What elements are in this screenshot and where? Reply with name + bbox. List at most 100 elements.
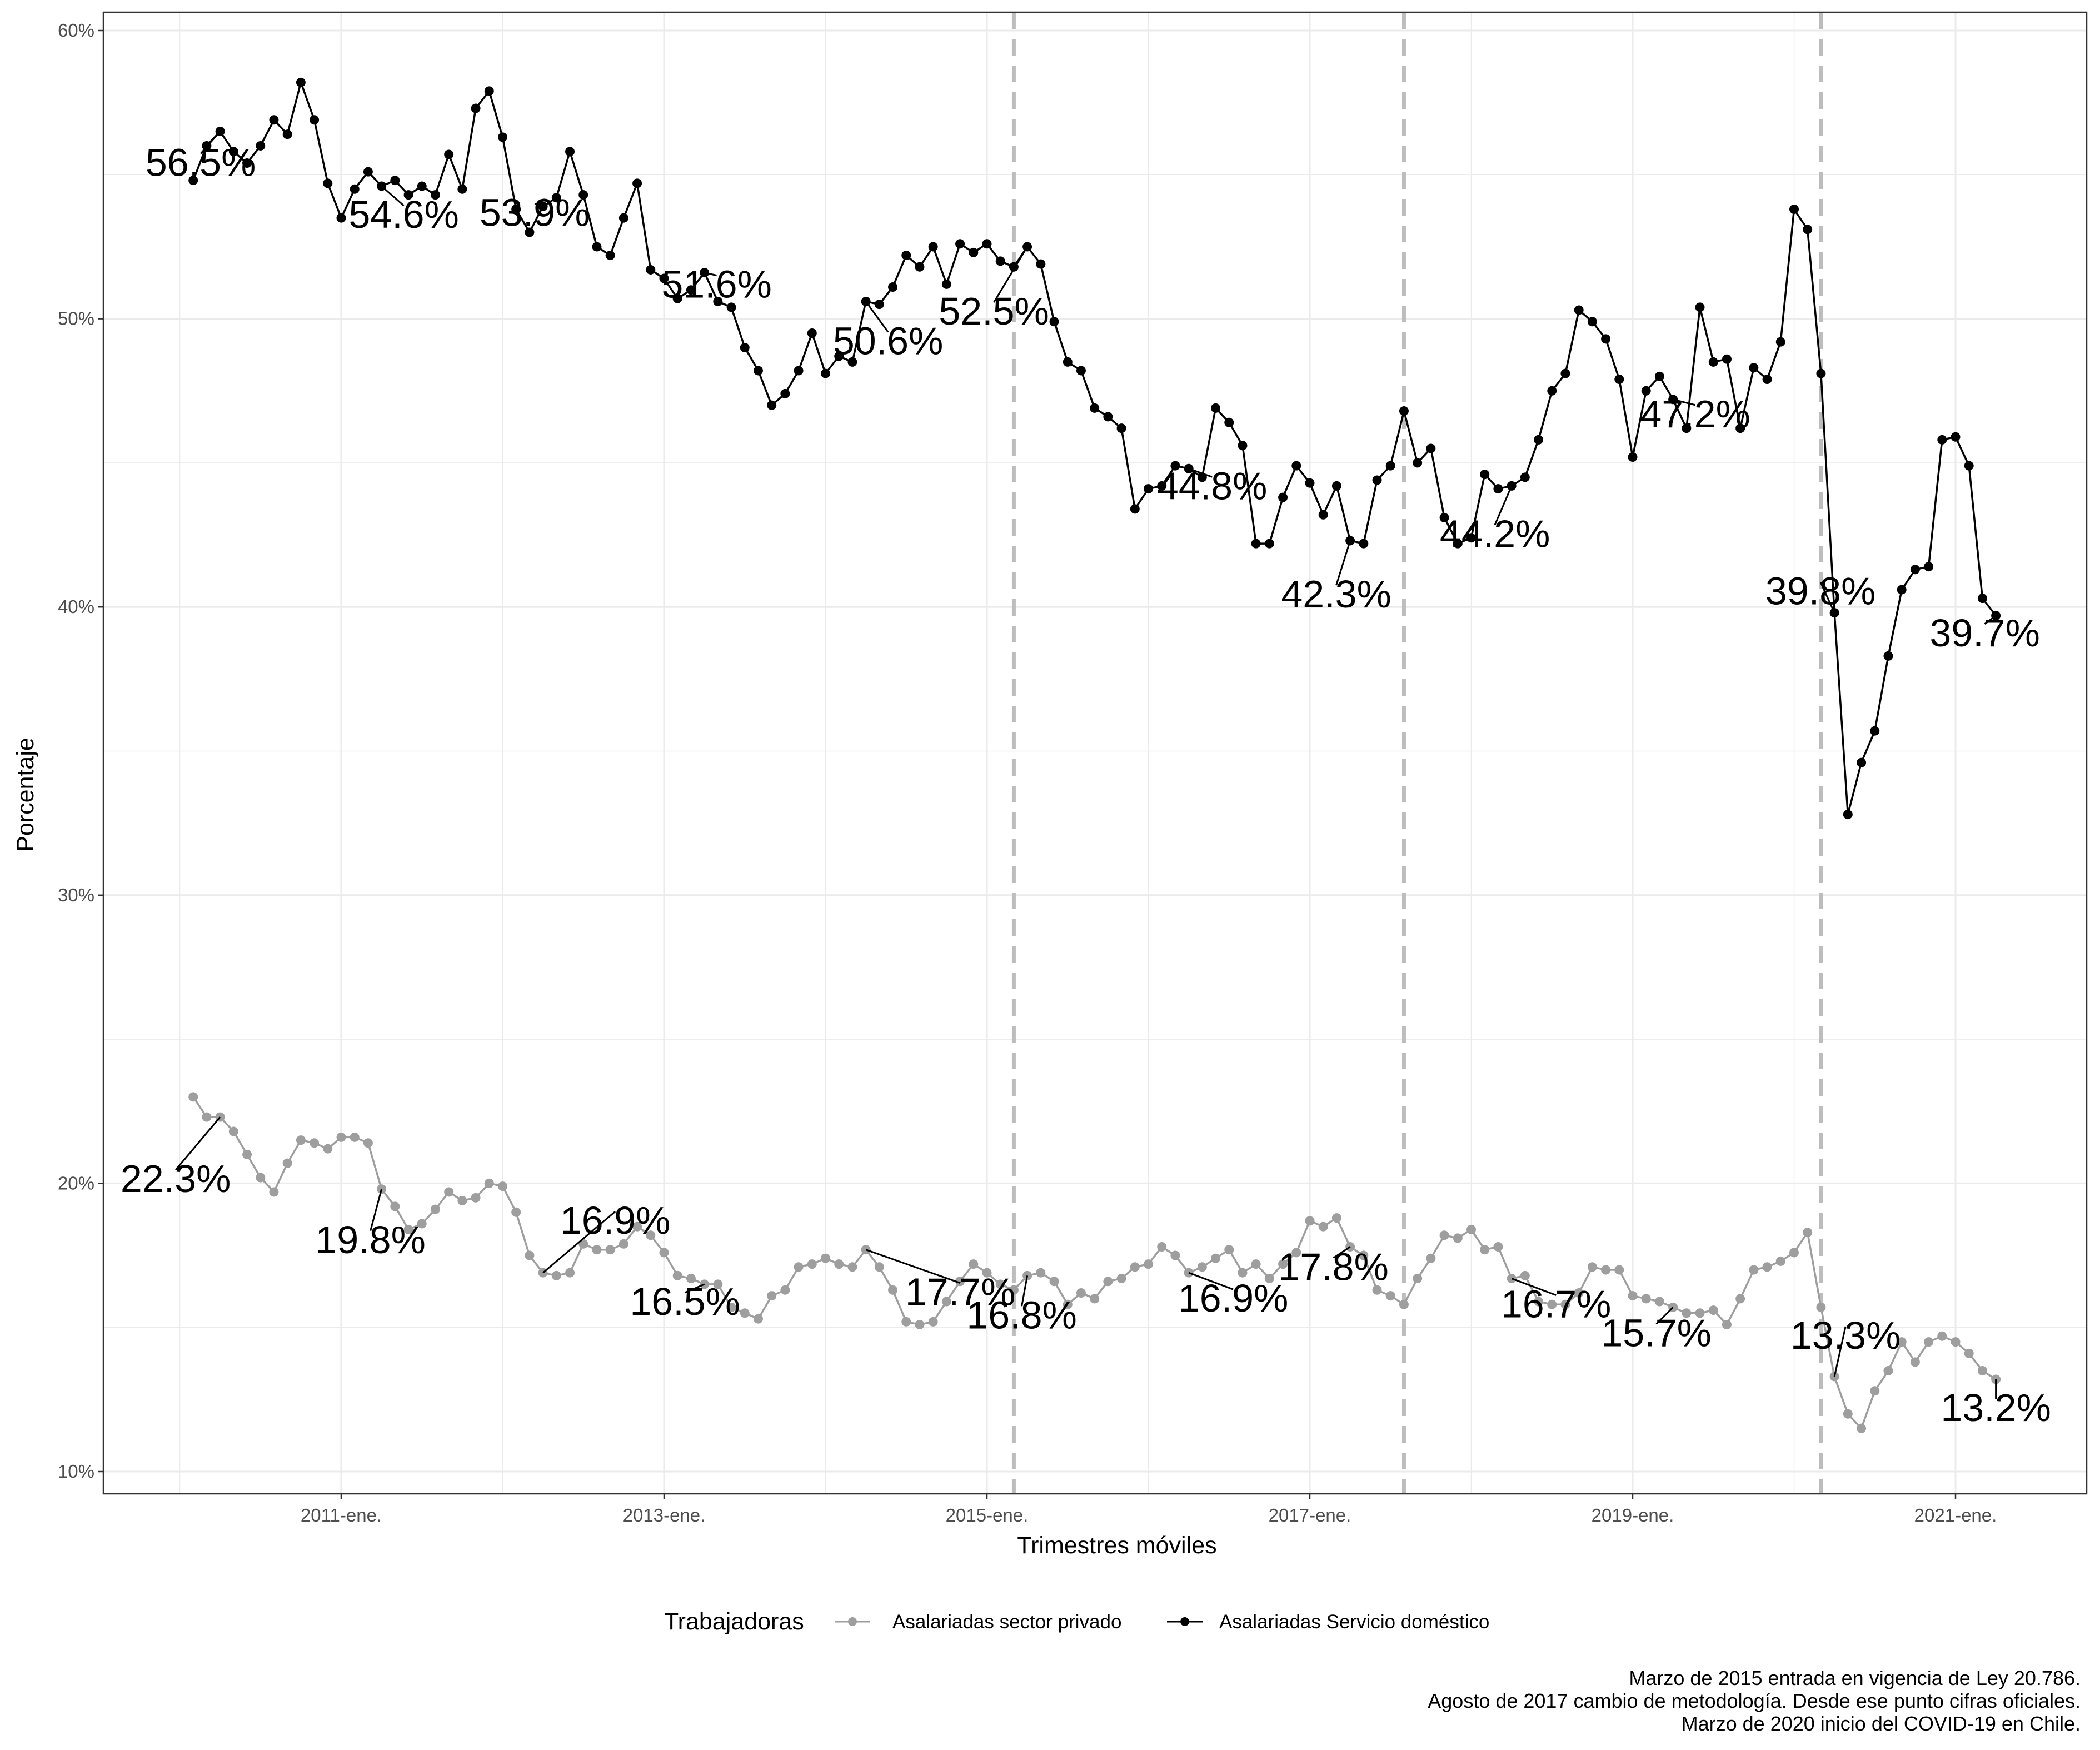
data-point xyxy=(618,1239,628,1249)
caption: Marzo de 2015 entrada en vigencia de Ley… xyxy=(1428,1667,2081,1735)
data-point xyxy=(767,1291,777,1301)
data-point xyxy=(1278,1259,1288,1269)
data-point xyxy=(686,1274,696,1284)
data-point xyxy=(310,1138,320,1148)
annotation-layer: 56.5% 54.6% 53.9% 51.6% 50.6%52.5% 44.8% 42.3%… xyxy=(121,131,2051,1429)
data-label-group: 39.8% xyxy=(1765,570,1875,614)
data-point xyxy=(592,242,602,252)
data-point xyxy=(1816,1302,1826,1312)
data-point xyxy=(1937,435,1947,445)
data-point xyxy=(578,190,588,200)
data-point xyxy=(1574,1288,1584,1298)
data-label-group: 16.9% xyxy=(542,1199,670,1274)
data-point xyxy=(767,400,777,410)
data-point xyxy=(1520,1270,1530,1280)
data-point xyxy=(1318,510,1328,520)
caption-line-3: Marzo de 2020 inicio del COVID-19 en Chi… xyxy=(1682,1712,2081,1735)
data-point xyxy=(672,293,682,303)
data-point xyxy=(551,193,561,203)
data-label: 44.2% xyxy=(1440,512,1550,555)
label-leader-line xyxy=(1021,1275,1029,1307)
data-point xyxy=(1144,1259,1153,1269)
label-leader-line xyxy=(1984,615,1997,625)
data-point xyxy=(1331,1213,1341,1223)
data-point xyxy=(1977,594,1987,604)
data-point xyxy=(1762,375,1772,385)
data-point xyxy=(1951,1337,1961,1347)
data-point xyxy=(605,251,615,261)
data-point xyxy=(1708,1305,1718,1315)
data-point xyxy=(1654,1297,1664,1307)
data-point xyxy=(1601,1265,1611,1275)
data-label-group: 16.9% xyxy=(1178,1272,1288,1320)
data-label: 19.8% xyxy=(315,1218,425,1262)
data-point xyxy=(672,1270,682,1280)
data-point xyxy=(430,1204,440,1214)
data-point xyxy=(1547,1299,1557,1309)
data-point xyxy=(928,1317,938,1327)
data-point xyxy=(444,149,454,159)
x-tick-label: 2017-ene. xyxy=(1269,1505,1351,1525)
data-point xyxy=(713,1279,723,1289)
caption-line-1: Marzo de 2015 entrada en vigencia de Ley… xyxy=(1629,1667,2081,1689)
data-point xyxy=(726,302,736,312)
series-private xyxy=(188,1092,2001,1433)
data-point xyxy=(1063,1299,1073,1309)
data-point xyxy=(1331,481,1341,491)
data-point xyxy=(498,132,507,142)
data-point xyxy=(1049,317,1059,327)
data-point xyxy=(646,265,656,275)
data-point xyxy=(202,1112,212,1122)
data-point xyxy=(1439,512,1449,522)
data-point xyxy=(1291,461,1301,471)
data-point xyxy=(847,357,857,367)
data-point xyxy=(1857,757,1867,767)
data-point xyxy=(1036,1268,1046,1278)
x-tick-label: 2019-ene. xyxy=(1592,1505,1674,1525)
data-point xyxy=(363,167,373,177)
data-point xyxy=(296,77,306,87)
data-label-group: 13.3% xyxy=(1790,1314,1901,1377)
panel-border xyxy=(102,11,2088,1495)
data-label-group: 16.7% xyxy=(1501,1278,1611,1326)
label-leader-line xyxy=(534,202,543,207)
data-point xyxy=(941,1297,951,1307)
legend-label-private: Asalariadas sector privado xyxy=(892,1611,1121,1633)
data-point xyxy=(780,1285,790,1295)
data-point xyxy=(1775,337,1785,347)
caption-line-2: Agosto de 2017 cambio de metodología. De… xyxy=(1428,1689,2081,1712)
legend-key-point-private xyxy=(848,1617,857,1626)
data-point xyxy=(323,1144,333,1154)
data-point xyxy=(1560,1299,1570,1309)
data-point xyxy=(1574,305,1584,315)
data-point xyxy=(1076,1288,1086,1298)
data-point xyxy=(915,1320,925,1330)
data-point xyxy=(1534,435,1544,445)
data-label: 53.9% xyxy=(480,191,590,234)
data-point xyxy=(1116,423,1126,433)
data-label-group: 16.5% xyxy=(630,1280,740,1323)
data-point xyxy=(901,1317,911,1327)
data-point xyxy=(1009,1285,1019,1295)
y-tick-label: 30% xyxy=(58,885,94,905)
data-label: 16.7% xyxy=(1501,1283,1611,1326)
data-point xyxy=(403,1224,413,1234)
data-point xyxy=(1372,1285,1382,1295)
label-leader-line xyxy=(704,272,717,277)
data-point xyxy=(955,1277,965,1287)
data-label: 56.5% xyxy=(146,141,256,185)
data-point xyxy=(605,1245,615,1255)
data-point xyxy=(1413,458,1423,468)
y-tick-label: 60% xyxy=(58,20,94,41)
data-label: 39.7% xyxy=(1929,611,2039,655)
data-label-group: 13.2% xyxy=(1941,1379,2051,1429)
label-leader-line xyxy=(865,301,889,333)
data-label: 13.3% xyxy=(1790,1314,1901,1357)
data-point xyxy=(821,368,830,378)
data-point xyxy=(1910,565,1920,575)
data-point xyxy=(417,1219,427,1229)
data-point xyxy=(901,251,911,261)
data-point xyxy=(1413,1274,1423,1284)
data-point xyxy=(1157,1242,1167,1252)
label-leader-line xyxy=(1655,1307,1674,1325)
